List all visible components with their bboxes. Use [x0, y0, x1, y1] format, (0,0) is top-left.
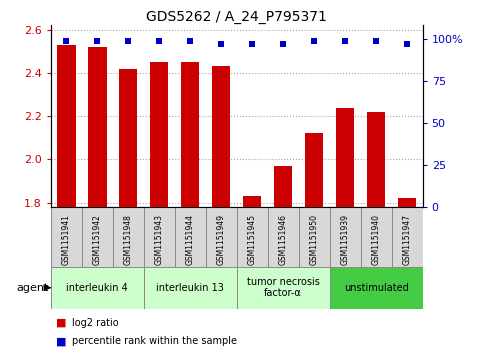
- Text: GSM1151941: GSM1151941: [62, 214, 71, 265]
- Text: unstimulated: unstimulated: [344, 283, 409, 293]
- Text: log2 ratio: log2 ratio: [72, 318, 119, 328]
- Bar: [88, 47, 107, 207]
- Bar: [82, 207, 113, 267]
- Text: GSM1151940: GSM1151940: [371, 214, 381, 265]
- Bar: [237, 267, 330, 309]
- Bar: [361, 207, 392, 267]
- Point: [372, 38, 380, 44]
- Bar: [367, 112, 385, 207]
- Text: GSM1151945: GSM1151945: [248, 214, 256, 265]
- Bar: [243, 196, 261, 207]
- Bar: [298, 207, 329, 267]
- Point: [217, 41, 225, 47]
- Point: [403, 41, 411, 47]
- Bar: [150, 62, 169, 207]
- Text: GSM1151949: GSM1151949: [217, 214, 226, 265]
- Bar: [237, 207, 268, 267]
- Bar: [336, 107, 355, 207]
- Bar: [398, 198, 416, 207]
- Title: GDS5262 / A_24_P795371: GDS5262 / A_24_P795371: [146, 11, 327, 24]
- Text: tumor necrosis
factor-α: tumor necrosis factor-α: [247, 277, 320, 298]
- Bar: [329, 267, 423, 309]
- Point: [93, 38, 101, 44]
- Point: [279, 41, 287, 47]
- Bar: [57, 45, 75, 207]
- Point: [124, 38, 132, 44]
- Bar: [181, 62, 199, 207]
- Bar: [113, 207, 144, 267]
- Text: GSM1151948: GSM1151948: [124, 214, 133, 265]
- Bar: [274, 166, 293, 207]
- Bar: [175, 207, 206, 267]
- Text: GSM1151939: GSM1151939: [341, 214, 350, 265]
- Point: [62, 38, 70, 44]
- Bar: [119, 69, 138, 207]
- Text: interleukin 13: interleukin 13: [156, 283, 224, 293]
- Point: [186, 38, 194, 44]
- Bar: [392, 207, 423, 267]
- Text: agent: agent: [16, 283, 48, 293]
- Bar: [212, 66, 230, 207]
- Bar: [305, 134, 324, 207]
- Bar: [206, 207, 237, 267]
- Point: [341, 38, 349, 44]
- Point: [310, 38, 318, 44]
- Text: GSM1151946: GSM1151946: [279, 214, 288, 265]
- Point: [248, 41, 256, 47]
- Text: ■: ■: [56, 318, 66, 328]
- Bar: [144, 207, 175, 267]
- Text: ■: ■: [56, 336, 66, 346]
- Bar: [268, 207, 298, 267]
- Text: GSM1151950: GSM1151950: [310, 214, 319, 265]
- Point: [156, 38, 163, 44]
- Text: GSM1151944: GSM1151944: [185, 214, 195, 265]
- Bar: [144, 267, 237, 309]
- Bar: [51, 207, 82, 267]
- Text: GSM1151947: GSM1151947: [403, 214, 412, 265]
- Text: interleukin 4: interleukin 4: [66, 283, 128, 293]
- Bar: [51, 267, 144, 309]
- Text: GSM1151942: GSM1151942: [93, 214, 102, 265]
- Bar: [329, 207, 361, 267]
- Text: percentile rank within the sample: percentile rank within the sample: [72, 336, 238, 346]
- Text: GSM1151943: GSM1151943: [155, 214, 164, 265]
